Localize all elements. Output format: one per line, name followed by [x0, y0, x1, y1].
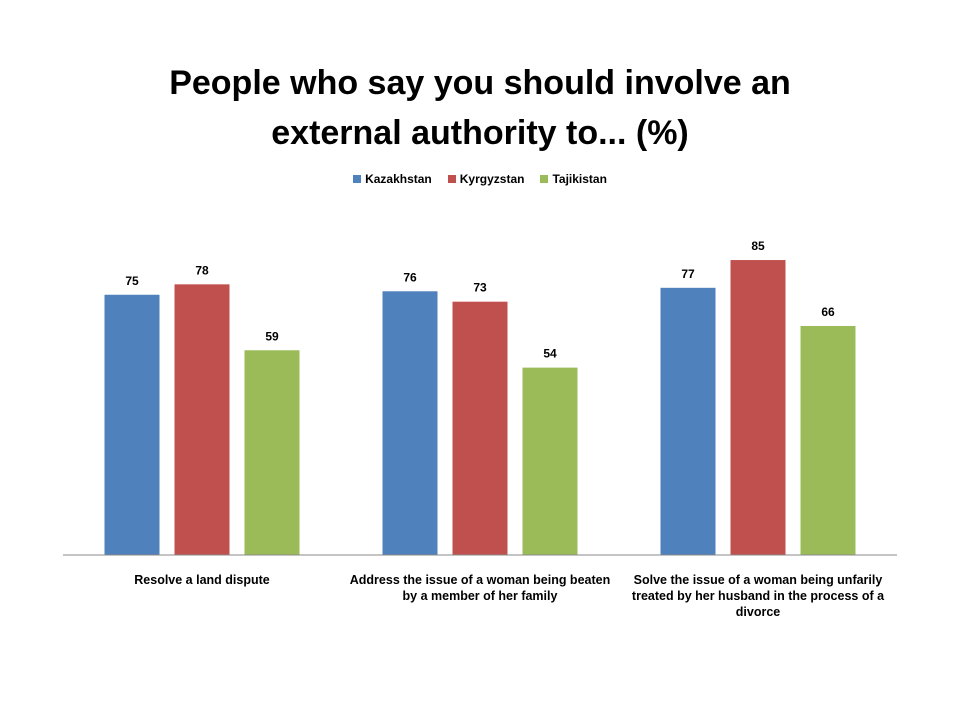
legend-item: Tajikistan [540, 172, 607, 186]
data-label: 76 [403, 270, 417, 284]
legend: Kazakhstan Kyrgyzstan Tajikistan [0, 172, 960, 186]
legend-label: Kyrgyzstan [459, 172, 525, 186]
data-label: 54 [543, 347, 557, 361]
bar [104, 294, 160, 555]
bar [660, 287, 716, 555]
data-label: 75 [125, 274, 139, 288]
data-label: 78 [195, 263, 209, 277]
x-tick-label: Solve the issue of a woman being unfaril… [631, 573, 885, 619]
bar [174, 284, 230, 555]
data-label: 77 [681, 267, 695, 281]
bar [800, 325, 856, 555]
data-label: 66 [821, 305, 835, 319]
legend-label: Tajikistan [552, 172, 607, 186]
bar [730, 260, 786, 555]
legend-label: Kazakhstan [365, 172, 432, 186]
bar [382, 291, 438, 555]
bar [452, 301, 508, 555]
legend-swatch [540, 175, 549, 183]
legend-swatch [447, 175, 456, 183]
bar [522, 367, 578, 555]
data-label: 73 [473, 281, 487, 295]
chart-title: People who say you should involve an ext… [169, 64, 791, 152]
data-label: 59 [265, 329, 279, 343]
legend-item: Kazakhstan [353, 172, 432, 186]
x-tick-label: Address the issue of a woman being beate… [349, 573, 611, 603]
legend-item: Kyrgyzstan [447, 172, 525, 186]
x-tick-label: Resolve a land dispute [134, 573, 270, 587]
legend-swatch [353, 175, 362, 183]
bar [244, 350, 300, 555]
data-label: 85 [751, 239, 765, 253]
